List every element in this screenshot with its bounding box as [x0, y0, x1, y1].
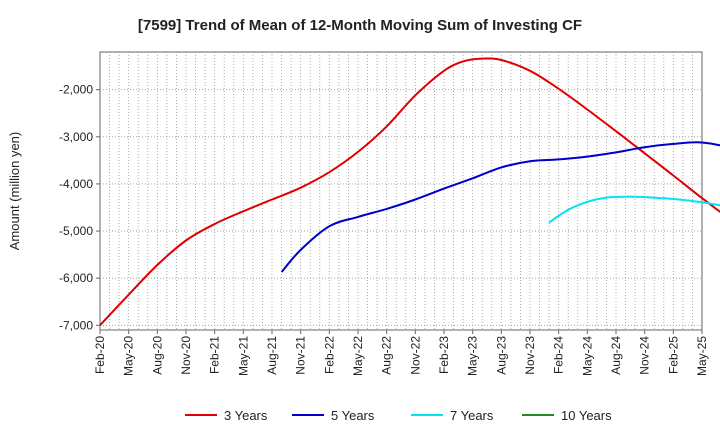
- x-tick-label: Aug-24: [609, 336, 623, 375]
- x-tick-label: Nov-20: [179, 336, 193, 375]
- x-tick-label: Aug-21: [265, 336, 279, 375]
- legend: 3 Years 5 Years 7 Years 10 Years: [185, 408, 612, 423]
- x-tick-label: May-23: [466, 336, 480, 376]
- x-tick-label: May-24: [580, 336, 594, 376]
- x-tick-label: Nov-24: [638, 336, 652, 375]
- x-tick-label: Nov-23: [523, 336, 537, 375]
- legend-label-5-years: 5 Years: [331, 408, 375, 423]
- series-line-7-years: [548, 195, 720, 224]
- y-tick-label: -2,000: [59, 83, 93, 97]
- x-tick-label: Feb-24: [552, 336, 566, 374]
- x-tick-label: Nov-21: [294, 336, 308, 375]
- x-tick-label: Feb-25: [666, 336, 680, 374]
- series-lines: [99, 57, 720, 326]
- x-tick-labels: Feb-20 May-20 Aug-20 Nov-20 Feb-21 May-21 Aug-…: [93, 330, 709, 376]
- x-tick-label: Feb-21: [208, 336, 222, 374]
- legend-label-10-years: 10 Years: [561, 408, 612, 423]
- y-tick-label: -4,000: [59, 177, 93, 191]
- x-tick-label: May-25: [695, 336, 709, 376]
- y-axis-label: Amount (million yen): [7, 132, 22, 251]
- y-gridlines: [100, 89, 702, 326]
- x-tick-label: May-21: [236, 336, 250, 376]
- x-tick-label: Feb-22: [322, 336, 336, 374]
- y-tick-label: -6,000: [59, 271, 93, 285]
- plot-area: [99, 51, 703, 331]
- x-tick-label: Aug-22: [380, 336, 394, 375]
- x-tick-label: Feb-23: [437, 336, 451, 374]
- x-tick-label: Aug-23: [494, 336, 508, 375]
- series-line-3-years: [99, 57, 720, 326]
- x-tick-label: May-20: [122, 336, 136, 376]
- y-tick-label: -3,000: [59, 130, 93, 144]
- series-line-5-years: [280, 141, 720, 273]
- x-tick-label: Nov-22: [408, 336, 422, 375]
- legend-label-3-years: 3 Years: [224, 408, 268, 423]
- y-tick-label: -5,000: [59, 224, 93, 238]
- legend-label-7-years: 7 Years: [450, 408, 494, 423]
- chart-title: [7599] Trend of Mean of 12-Month Moving …: [138, 17, 582, 34]
- y-tick-label: -7,000: [59, 318, 93, 332]
- x-tick-label: May-22: [351, 336, 365, 376]
- x-tick-label: Feb-20: [93, 336, 107, 374]
- y-tick-labels: -7,000 -6,000 -5,000 -4,000 -3,000 -2,000: [59, 83, 100, 332]
- x-gridlines: [109, 52, 693, 330]
- x-tick-label: Aug-20: [150, 336, 164, 375]
